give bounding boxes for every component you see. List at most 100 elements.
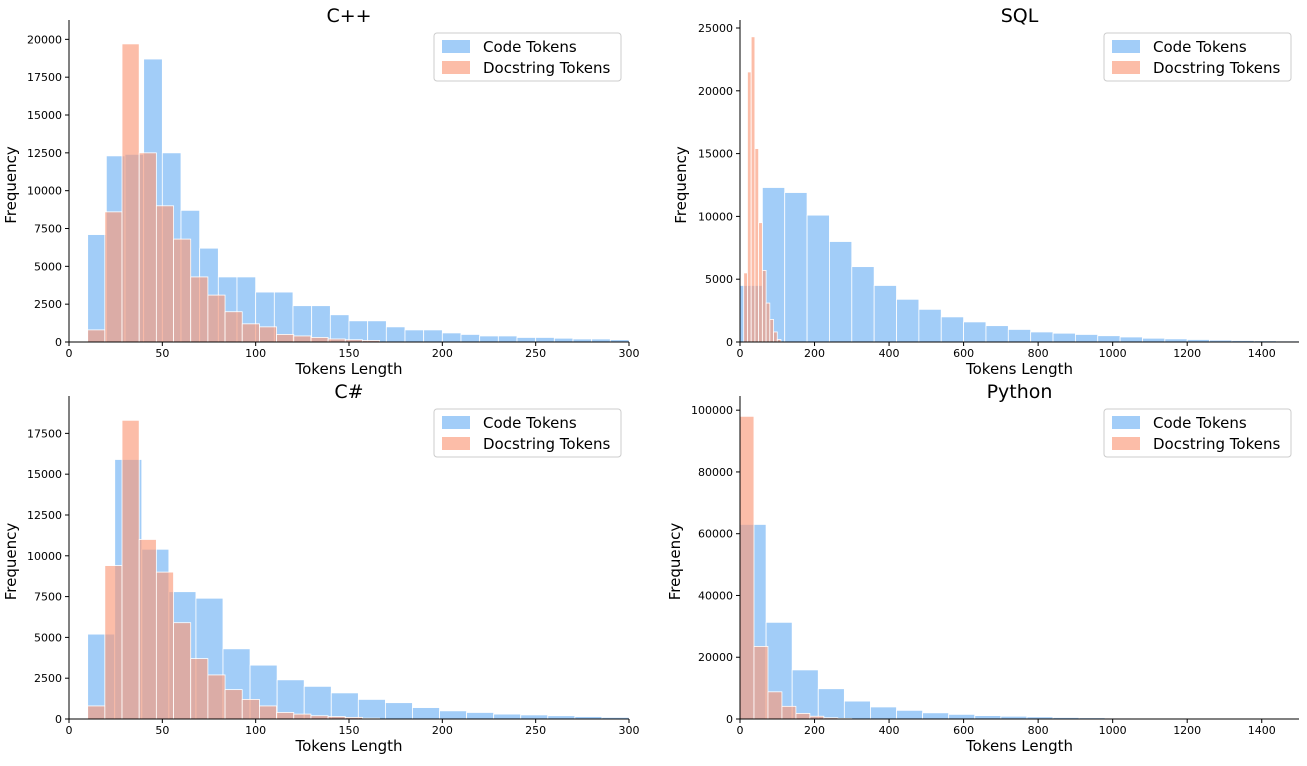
docstring-tokens-bar bbox=[208, 295, 225, 342]
legend-label-docstring: Docstring Tokens bbox=[1153, 59, 1280, 77]
docstring-tokens-bar bbox=[259, 706, 276, 719]
x-tick-label: 300 bbox=[619, 724, 640, 737]
y-tick-label: 17500 bbox=[27, 427, 62, 440]
docstring-tokens-bar bbox=[156, 572, 173, 719]
code-tokens-bar bbox=[331, 693, 358, 719]
docstring-tokens-bar bbox=[766, 303, 770, 342]
code-tokens-bar bbox=[785, 193, 807, 342]
legend-swatch-code bbox=[1112, 40, 1140, 53]
docstring-tokens-bar bbox=[751, 37, 755, 342]
y-tick-label: 80000 bbox=[698, 466, 733, 479]
docstring-tokens-bar bbox=[208, 675, 225, 719]
code-tokens-bar bbox=[368, 321, 387, 342]
x-tick-label: 250 bbox=[525, 724, 546, 737]
y-tick-label: 5000 bbox=[34, 631, 62, 644]
legend-swatch-docstring bbox=[1112, 61, 1140, 74]
code-tokens-bar bbox=[467, 712, 494, 719]
y-tick-label: 15000 bbox=[27, 109, 62, 122]
code-tokens-bar bbox=[897, 710, 923, 719]
y-tick-label: 0 bbox=[55, 336, 62, 349]
legend-label-code: Code Tokens bbox=[483, 38, 577, 56]
code-tokens-bar bbox=[818, 689, 844, 719]
docstring-tokens-bar bbox=[122, 420, 139, 719]
y-tick-label: 15000 bbox=[698, 148, 733, 161]
docstring-tokens-bar bbox=[88, 706, 105, 719]
code-tokens-bar bbox=[536, 337, 555, 342]
x-tick-label: 0 bbox=[66, 347, 73, 360]
code-tokens-bar bbox=[874, 285, 896, 342]
x-tick-label: 0 bbox=[737, 724, 744, 737]
y-tick-label: 17500 bbox=[27, 71, 62, 84]
code-tokens-bar bbox=[923, 713, 949, 719]
y-tick-label: 100000 bbox=[691, 404, 733, 417]
docstring-tokens-bar bbox=[156, 206, 173, 342]
y-tick-label: 2500 bbox=[34, 298, 62, 311]
docstring-tokens-bar bbox=[139, 153, 156, 342]
x-tick-label: 600 bbox=[953, 347, 974, 360]
code-tokens-bar bbox=[517, 337, 536, 342]
legend-label-docstring: Docstring Tokens bbox=[483, 435, 610, 453]
code-tokens-bar bbox=[829, 242, 851, 342]
docstring-tokens-bar bbox=[774, 332, 778, 342]
docstring-tokens-bar bbox=[277, 334, 294, 342]
code-tokens-bar bbox=[1031, 332, 1053, 342]
code-tokens-bar bbox=[949, 714, 975, 719]
x-tick-label: 0 bbox=[66, 724, 73, 737]
docstring-tokens-bar bbox=[744, 273, 748, 342]
code-tokens-bar bbox=[405, 330, 424, 342]
docstring-tokens-bar bbox=[139, 539, 156, 719]
x-tick-label: 1000 bbox=[1099, 347, 1127, 360]
x-tick-label: 1200 bbox=[1173, 347, 1201, 360]
legend: Code Tokens Docstring Tokens bbox=[434, 409, 621, 457]
y-tick-label: 12500 bbox=[27, 509, 62, 522]
docstring-tokens-bar bbox=[122, 44, 139, 342]
code-tokens-bar bbox=[1098, 336, 1120, 342]
docstring-tokens-bar bbox=[759, 223, 763, 342]
code-tokens-bar bbox=[312, 306, 331, 342]
code-tokens-bar bbox=[1075, 334, 1097, 342]
code-tokens-bar bbox=[480, 336, 499, 342]
docstring-tokens-bar bbox=[242, 324, 259, 342]
docstring-tokens-bar bbox=[755, 149, 759, 342]
x-tick-label: 50 bbox=[155, 724, 169, 737]
docstring-tokens-bar bbox=[770, 319, 774, 342]
code-tokens-bar bbox=[358, 699, 385, 719]
legend-label-code: Code Tokens bbox=[1153, 38, 1247, 56]
code-tokens-bar bbox=[385, 703, 412, 719]
x-axis-label: Tokens Length bbox=[965, 737, 1073, 755]
docstring-tokens-bar bbox=[191, 659, 208, 719]
legend-label-code: Code Tokens bbox=[1153, 414, 1247, 432]
code-tokens-bar bbox=[870, 707, 896, 719]
docstring-tokens-bar bbox=[768, 692, 782, 719]
y-tick-label: 0 bbox=[726, 336, 733, 349]
y-tick-label: 15000 bbox=[27, 468, 62, 481]
legend-label-code: Code Tokens bbox=[483, 414, 577, 432]
x-axis-label: Tokens Length bbox=[965, 360, 1073, 378]
x-tick-label: 400 bbox=[879, 347, 900, 360]
docstring-tokens-bar bbox=[225, 690, 242, 719]
x-tick-label: 150 bbox=[339, 347, 360, 360]
docstring-tokens-bar bbox=[762, 270, 766, 342]
docstring-tokens-bar bbox=[796, 713, 810, 719]
y-tick-label: 40000 bbox=[698, 589, 733, 602]
docstring-tokens-bar bbox=[754, 646, 768, 719]
x-tick-label: 200 bbox=[804, 724, 825, 737]
docstring-tokens-bar bbox=[259, 327, 276, 342]
x-tick-label: 800 bbox=[1028, 724, 1049, 737]
code-tokens-bar bbox=[88, 235, 107, 342]
docstring-tokens-bar bbox=[88, 330, 105, 342]
y-tick-label: 0 bbox=[55, 713, 62, 726]
x-tick-label: 300 bbox=[619, 347, 640, 360]
x-tick-label: 200 bbox=[432, 724, 453, 737]
x-tick-label: 1400 bbox=[1248, 724, 1276, 737]
code-tokens-bar bbox=[424, 330, 443, 342]
code-tokens-bar bbox=[498, 336, 517, 342]
docstring-tokens-bar bbox=[174, 623, 191, 719]
y-tick-label: 10000 bbox=[698, 210, 733, 223]
y-axis-label: Frequency bbox=[2, 146, 20, 224]
